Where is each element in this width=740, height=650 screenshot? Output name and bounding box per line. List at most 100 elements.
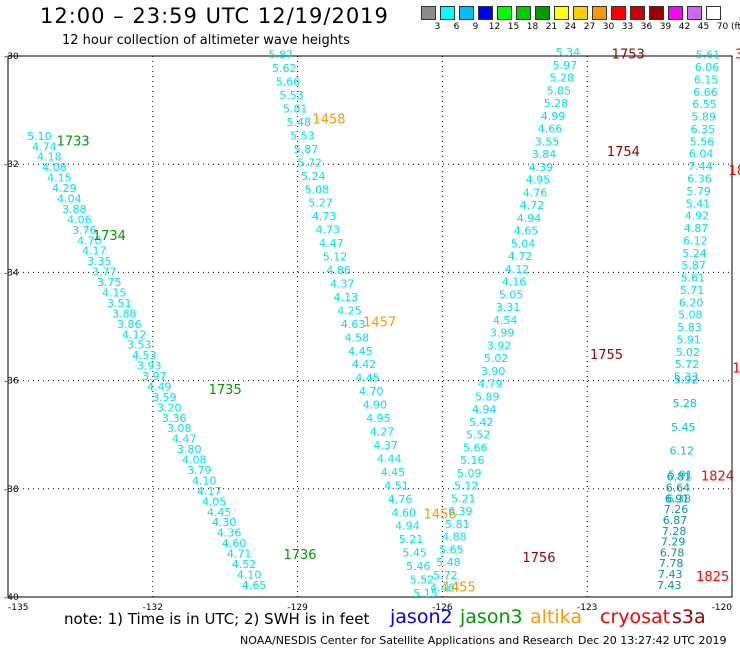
wave-height-label: 4.73: [316, 224, 341, 237]
wave-height-label: 5.24: [301, 170, 326, 183]
pass-time-label: 1456: [423, 508, 456, 523]
x-tick-label: -129: [287, 603, 308, 613]
wave-height-label: 4.94: [517, 212, 542, 225]
wave-height-label: 6.78: [660, 546, 685, 559]
wave-height-label: 3.97: [142, 370, 167, 383]
wave-height-label: 7.29: [661, 536, 686, 549]
wave-height-label: 4.92: [685, 210, 710, 223]
wave-height-label: 4.60: [222, 537, 247, 550]
wave-height-label: 5.48: [436, 556, 461, 569]
wave-height-label: 4.66: [538, 123, 563, 136]
y-tick-label: -30: [4, 52, 19, 62]
wave-height-label: 5.66: [276, 76, 301, 89]
colorbar-unit: (ft): [731, 22, 740, 32]
wave-height-label: 4.73: [312, 210, 337, 223]
wave-height-label: 3.90: [481, 365, 506, 378]
wave-height-label: 4.18: [37, 151, 62, 164]
wave-height-label: 3.36: [162, 412, 187, 425]
wave-height-label: 4.74: [32, 140, 57, 153]
wave-height-label: 5.05: [499, 288, 524, 301]
wave-height-label: 5.62: [272, 62, 297, 75]
wave-height-label: 4.60: [392, 506, 417, 519]
wave-height-label: 6.55: [692, 98, 717, 111]
pass-time-label: 1455: [443, 581, 476, 596]
wave-height-label: 5.72: [675, 358, 700, 371]
chart-subtitle: 12 hour collection of altimeter wave hei…: [62, 33, 350, 48]
wave-height-label: 4.15: [102, 286, 127, 299]
wave-height-label: 4.08: [182, 454, 207, 467]
pass-time-label: 1824: [732, 361, 740, 376]
wave-height-label: 5.71: [680, 284, 705, 297]
colorbar-swatch: [630, 6, 645, 20]
colorbar-label: 42: [678, 22, 691, 32]
wave-height-label: 4.63: [341, 318, 366, 331]
wave-height-label: 5.72: [297, 156, 322, 169]
wave-height-label: 5.61: [681, 272, 706, 285]
wave-height-label: 4.70: [77, 234, 102, 247]
axis-tick-labels: -135 -132 -129 -126 -123 -120 -30 -32 -34 -36 -38 -…: [4, 52, 732, 613]
colorbar-swatch: [554, 6, 569, 20]
wave-height-label: 5.89: [475, 390, 500, 403]
wave-height-label: 4.04: [57, 193, 82, 206]
wave-height-label: 4.36: [217, 527, 242, 540]
wave-height-label: 4.05: [202, 495, 227, 508]
colorbar-swatch: [478, 6, 493, 20]
track-s3a: 5.345.975.285.855.284.994.663.553.844.39…: [430, 46, 645, 595]
pass-time-label: 1754: [607, 145, 640, 160]
pass-time-label: 1734: [93, 229, 126, 244]
pass-time-label: 1755: [590, 348, 623, 363]
wave-height-label: 4.94: [472, 403, 497, 416]
wave-height-label: 4.51: [384, 479, 409, 492]
wave-height-label: 5.12: [454, 480, 479, 493]
wave-height-label: 5.08: [678, 309, 703, 322]
colorbar-label: 27: [583, 22, 596, 32]
wave-height-label: 5.91: [668, 469, 693, 482]
wave-height-label: 5.52: [410, 574, 435, 587]
track-cryosat: 6.816.646.917.266.877.287.296.787.787.43…: [657, 470, 734, 592]
wave-height-label: 4.99: [541, 110, 566, 123]
wave-height-label: 4.17: [82, 245, 107, 258]
wave-height-label: 5.28: [550, 72, 575, 85]
wave-height-label: 7.28: [662, 525, 687, 538]
credit-date: Dec 20 13:27:42 UTC 2019: [578, 634, 727, 647]
wave-height-label: 5.56: [690, 135, 715, 148]
wave-height-label: 6.06: [695, 61, 720, 74]
wave-height-label: 5.28: [544, 97, 569, 110]
edge-time-label: 18: [729, 164, 740, 179]
wave-height-label: 5.09: [457, 467, 482, 480]
x-tick-label: -132: [143, 603, 163, 613]
track-altika: 5.875.625.665.535.815.485.535.875.725.24…: [268, 49, 475, 600]
colorbar-swatch: [516, 6, 531, 20]
pass-time-label: 1825: [696, 570, 729, 585]
colorbar-label: 21: [545, 22, 558, 32]
wave-height-label: 5.81: [445, 518, 470, 531]
colorbar-swatch: [497, 6, 512, 20]
wave-height-label: 4.06: [67, 213, 92, 226]
legend-jason2: jason2: [390, 606, 453, 628]
wave-height-label: 5.45: [402, 547, 427, 560]
wave-height-label: 7.43: [657, 579, 682, 592]
pass-time-label: 1756: [522, 551, 555, 566]
wave-height-label: 5.97: [553, 59, 578, 72]
wave-height-label: 7.44: [688, 160, 713, 173]
wave-height-label: 3.59: [152, 391, 177, 404]
wave-height-label: 4.17: [197, 485, 222, 498]
pass-time-label: 1458: [312, 113, 345, 128]
wave-height-label: 4.71: [227, 548, 252, 561]
wave-height-label: 6.12: [683, 234, 708, 247]
wave-height-label: 7.43: [658, 568, 683, 581]
wave-height-label: 3.08: [167, 422, 192, 435]
wave-height-label: 5.16: [460, 454, 485, 467]
pass-time-label: 1457: [363, 316, 396, 331]
footnote: note: 1) Time is in UTC; 2) SWH is in fe…: [64, 610, 370, 628]
wave-height-label: 4.87: [684, 222, 709, 235]
wave-height-label: 6.04: [689, 148, 714, 161]
wave-height-label: 4.72: [508, 250, 533, 263]
wave-height-label: 5.04: [511, 237, 536, 250]
wave-height-label: 4.53: [132, 349, 157, 362]
wave-height-label: 6.12: [670, 445, 695, 458]
wave-height-label: 3.77: [92, 266, 117, 279]
colorbar-swatch: [668, 6, 683, 20]
pass-time-label: 1753: [612, 48, 645, 63]
